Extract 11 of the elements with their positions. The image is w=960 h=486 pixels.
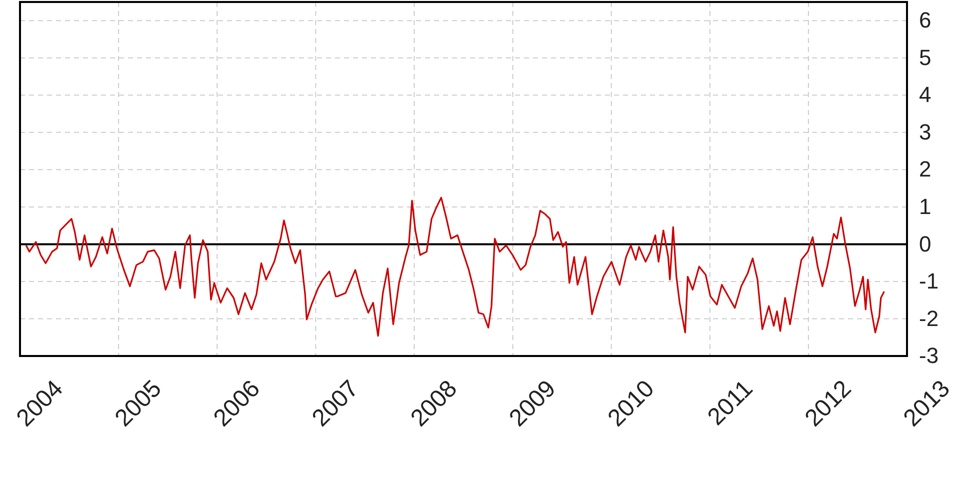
y-tick-label: 3: [919, 119, 932, 144]
y-tick-label: 1: [919, 194, 932, 219]
y-tick-label: 0: [919, 231, 932, 256]
y-tick-label: 2: [919, 156, 932, 182]
y-tick-label: 6: [919, 8, 932, 33]
y-tick-label: 4: [919, 82, 932, 108]
y-tick-label: -1: [919, 268, 939, 294]
line-series: [25, 196, 885, 337]
y-tick-label: 5: [919, 44, 932, 70]
y-tick-label: -2: [919, 306, 939, 331]
y-tick-label: -3: [919, 343, 939, 368]
